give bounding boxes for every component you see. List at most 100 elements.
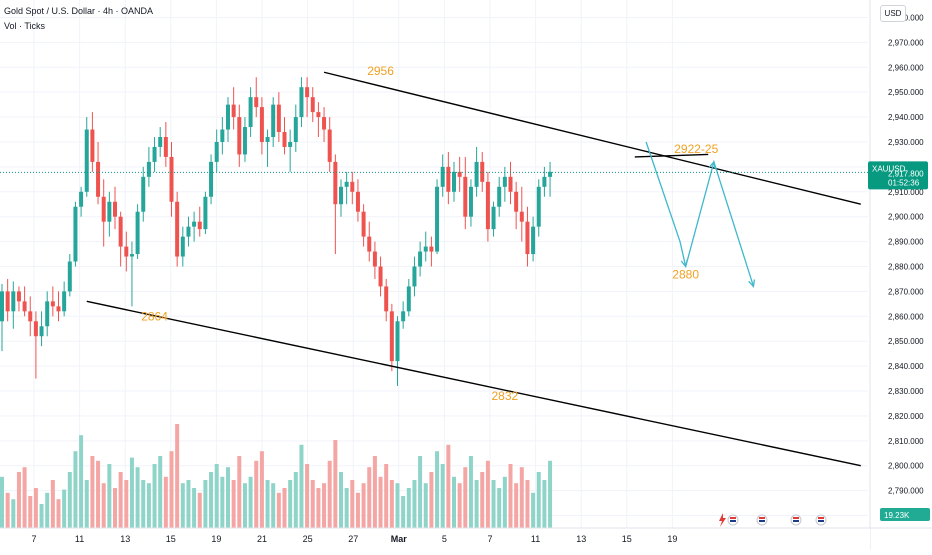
volume-bar — [322, 483, 327, 528]
candle-body — [259, 107, 264, 142]
volume-bar — [73, 451, 78, 528]
candle-body — [180, 236, 185, 257]
candle-body — [146, 161, 151, 177]
candle-body — [96, 161, 101, 197]
volume-bar — [525, 480, 530, 528]
candle-body — [389, 311, 394, 362]
candle-body — [372, 251, 377, 267]
volume-bar — [440, 464, 445, 528]
volume-bar — [186, 480, 191, 528]
candle-body — [361, 211, 366, 237]
candle-body — [163, 136, 168, 157]
candle-body — [135, 211, 140, 255]
candle-body — [56, 306, 61, 312]
volume-bar — [406, 488, 411, 528]
candle-body — [429, 246, 434, 252]
volume-bar — [248, 476, 253, 528]
volume-bar — [378, 476, 383, 528]
volume-bar — [316, 488, 321, 528]
candle-body — [101, 196, 106, 222]
volume-bar — [107, 464, 112, 528]
candle-body — [254, 97, 259, 108]
candle-body — [355, 191, 360, 212]
price-tick-label: 2,790.000 — [888, 487, 924, 496]
volume-bar — [220, 476, 225, 528]
volume-bar — [96, 460, 101, 528]
time-axis-label: 19 — [667, 534, 677, 544]
volume-bar — [327, 460, 332, 528]
candle-body — [412, 266, 417, 287]
price-tick-label: 2,940.000 — [888, 113, 924, 122]
current-price-symbol: XAUUSD — [872, 164, 906, 173]
volume-bar — [152, 464, 157, 528]
candle-body — [542, 176, 547, 187]
candle-body — [0, 291, 4, 322]
candle-body — [158, 136, 163, 147]
time-axis-label: 5 — [442, 534, 447, 544]
time-axis-label: 11 — [531, 534, 540, 544]
candle-body — [73, 206, 78, 262]
volume-indicator-label[interactable]: Vol · Ticks — [4, 21, 46, 31]
candle-body — [152, 146, 157, 162]
volume-bar — [79, 435, 84, 528]
volume-bar — [118, 472, 123, 528]
volume-bar — [84, 480, 89, 528]
volume-bar — [485, 460, 490, 528]
volume-bar — [350, 480, 355, 528]
volume-bar — [384, 464, 389, 528]
us-flag-event-icon-stripe — [793, 517, 799, 519]
candle-body — [491, 206, 496, 230]
candle-body — [514, 191, 519, 212]
candle-body — [248, 97, 253, 128]
candle-body — [497, 186, 502, 207]
candle-body — [113, 201, 117, 217]
candle-body — [316, 112, 321, 118]
candle-body — [350, 181, 355, 192]
price-tick-label: 2,910.000 — [888, 188, 924, 197]
candle-body — [310, 97, 315, 113]
candle-body — [293, 117, 298, 142]
bar-countdown: 01:52:36 — [888, 178, 920, 187]
us-flag-event-icon-band — [759, 520, 765, 522]
candle-body — [519, 211, 524, 222]
candle-body — [107, 201, 112, 222]
symbol-title[interactable]: Gold Spot / U.S. Dollar · 4h · OANDA — [4, 6, 154, 16]
candle-body — [401, 311, 406, 322]
price-tick-label: 2,980.000 — [888, 13, 924, 22]
price-tick-label: 2,850.000 — [888, 337, 924, 346]
price-tick-label: 2,830.000 — [888, 387, 924, 396]
volume-bar — [50, 480, 55, 528]
volume-bar — [259, 451, 264, 528]
time-axis-bg — [0, 528, 870, 550]
volume-bar — [542, 480, 547, 528]
volume-bar — [355, 492, 360, 528]
volume-badge[interactable] — [880, 508, 930, 521]
volume-bar — [536, 472, 541, 528]
candle-body — [339, 186, 343, 205]
volume-bar — [344, 488, 349, 528]
price-tick-label: 2,800.000 — [888, 462, 924, 471]
currency-button[interactable]: USD — [880, 5, 906, 22]
volume-bar — [0, 476, 4, 528]
candle-body — [423, 246, 428, 252]
volume-bar — [254, 460, 259, 528]
volume-bar — [209, 472, 214, 528]
current-price-badge[interactable] — [868, 161, 928, 190]
volume-bar — [548, 460, 553, 528]
lightning-event-icon[interactable] — [719, 513, 726, 527]
candle-body — [418, 251, 423, 267]
volume-bar — [333, 440, 338, 528]
candle-body — [203, 196, 208, 230]
us-flag-event-icon-stripe — [730, 517, 736, 519]
time-axis-label: 15 — [622, 534, 632, 544]
time-axis-label: Mar — [391, 534, 408, 544]
channel-low-annotation: 2832 — [491, 389, 518, 403]
candle-body — [367, 236, 372, 252]
candle-body — [344, 181, 349, 187]
volume-bar — [401, 496, 406, 528]
us-flag-event-icon-stripe — [759, 517, 765, 519]
candle-body — [282, 132, 287, 147]
volume-bar — [56, 499, 61, 528]
